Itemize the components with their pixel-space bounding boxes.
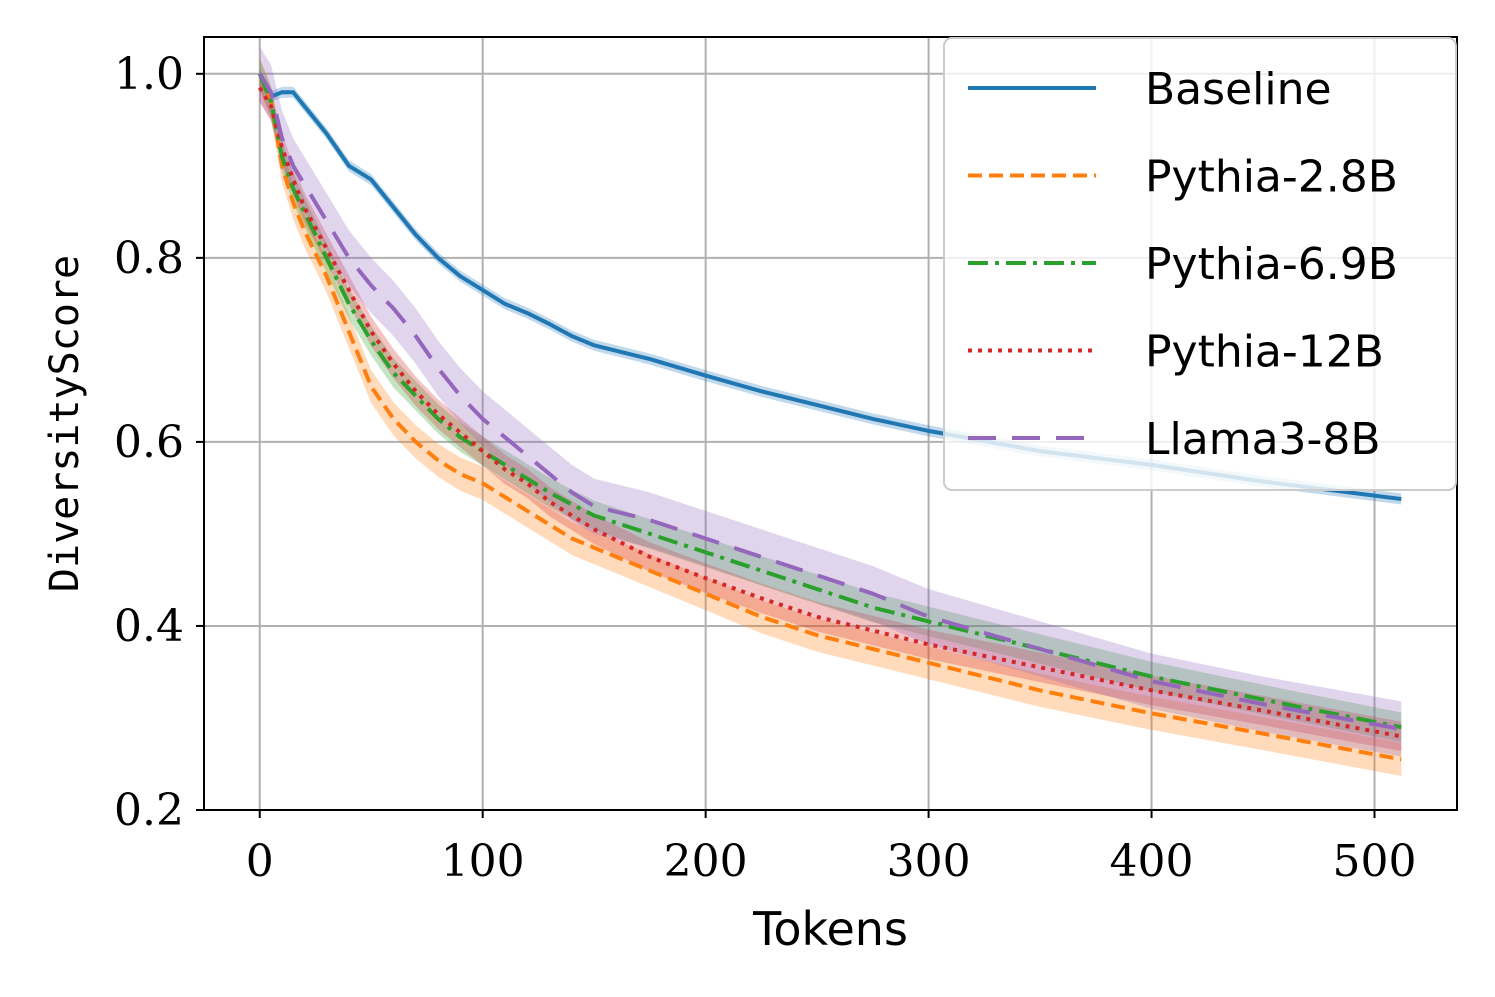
- series-line-llama3-8b: [257, 72, 1402, 731]
- x-tick-label: 100: [441, 836, 525, 887]
- confidence-band-llama3-8b: [259, 46, 1402, 757]
- y-tick-label: 1.0: [114, 49, 184, 100]
- legend-label: Baseline: [1145, 64, 1332, 115]
- x-tick-label: 500: [1333, 836, 1417, 887]
- legend-label: Llama3-8B: [1145, 414, 1381, 465]
- x-tick-label: 300: [887, 836, 971, 887]
- y-tick-label: 0.4: [114, 601, 184, 652]
- series-line-baseline: [257, 72, 1402, 501]
- series-line-pythia-6-9b: [257, 73, 1402, 730]
- legend-label: Pythia-2.8B: [1145, 152, 1398, 203]
- confidence-band-pythia-6-9b: [259, 59, 1402, 742]
- confidence-bands: [259, 46, 1402, 776]
- x-tick-label: 200: [664, 836, 748, 887]
- legend-box: [943, 37, 1457, 491]
- x-tick-label: 400: [1110, 836, 1194, 887]
- x-axis-label: Tokens: [752, 902, 908, 956]
- y-tick-label: 0.2: [114, 785, 184, 836]
- y-axis-label: DiversityScore: [42, 255, 88, 592]
- confidence-band-pythia-12b: [259, 72, 1402, 752]
- legend-label: Pythia-6.9B: [1145, 239, 1398, 290]
- confidence-band-pythia-2-8b: [259, 57, 1402, 776]
- series-line-pythia-2-8b: [257, 73, 1402, 762]
- x-tick-label: 0: [246, 836, 274, 887]
- legend: Baseline Pythia-2.8B Pythia-6.9B Pythia-12B…: [943, 37, 1457, 491]
- series-line-pythia-12b: [257, 86, 1402, 739]
- y-tick-label: 0.8: [114, 233, 184, 284]
- axis-ticks: 0 100 200 300 400 500 0.2 0.4 0.6 0.8 1.0: [114, 49, 1416, 887]
- series-lines: [257, 72, 1402, 762]
- y-tick-label: 0.6: [114, 417, 184, 468]
- legend-label: Pythia-12B: [1145, 327, 1384, 378]
